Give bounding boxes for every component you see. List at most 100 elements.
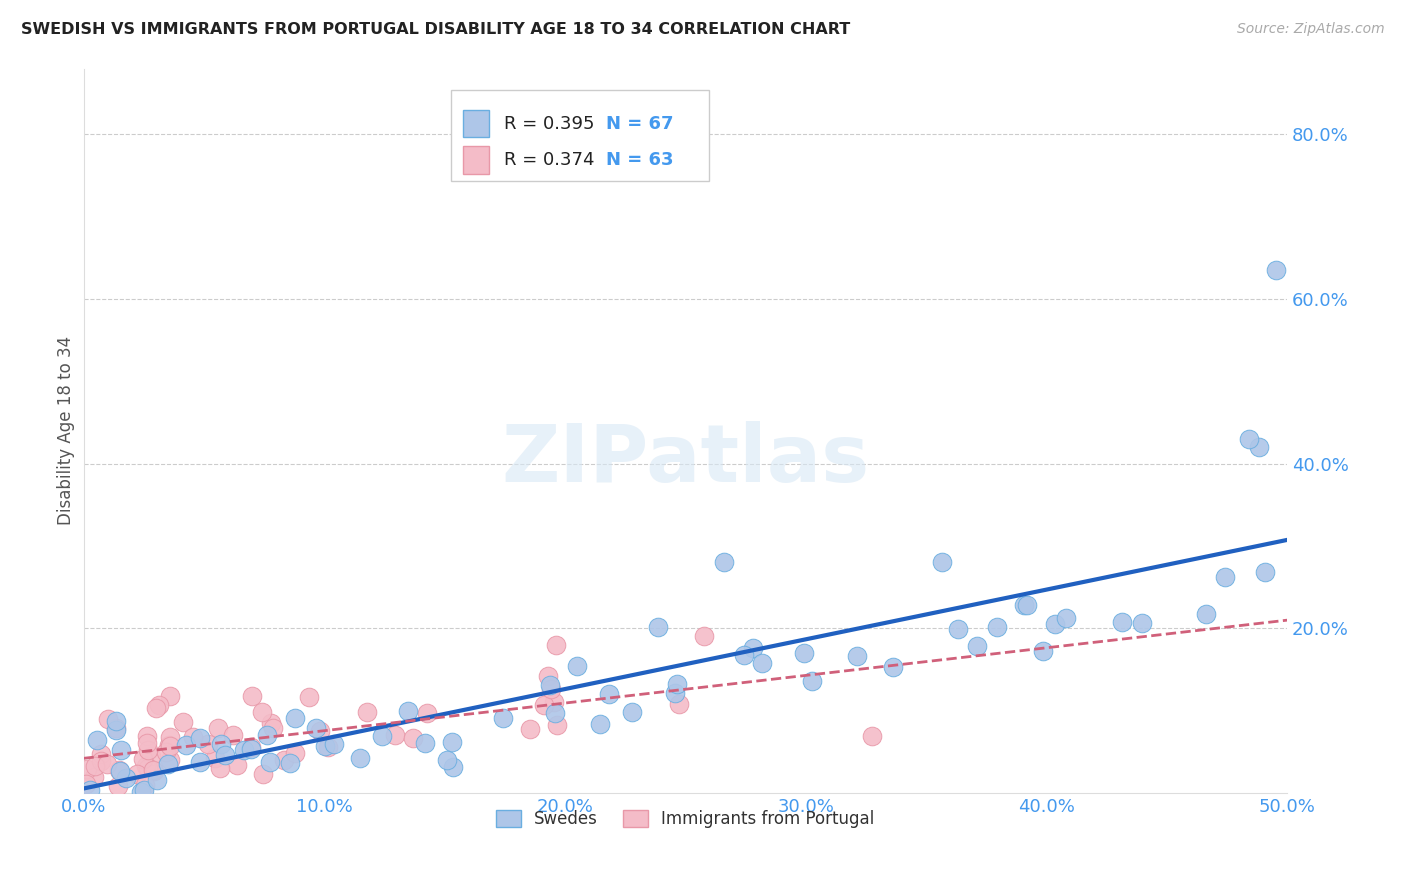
Point <box>86 733 108 747</box>
Point <box>110 743 132 757</box>
Y-axis label: Disability Age 18 to 34: Disability Age 18 to 34 <box>58 336 75 525</box>
Point <box>242 689 264 703</box>
Point <box>713 555 735 569</box>
Point <box>76 762 98 776</box>
Point <box>174 739 197 753</box>
Point <box>225 758 247 772</box>
Legend: Swedes, Immigrants from Portugal: Swedes, Immigrants from Portugal <box>489 804 882 835</box>
Point <box>278 756 301 770</box>
Point <box>931 555 953 569</box>
Point <box>567 658 589 673</box>
Point <box>197 738 219 752</box>
Point <box>620 705 643 719</box>
Point <box>544 706 567 720</box>
Point <box>136 743 159 757</box>
Point <box>172 715 194 730</box>
Point <box>538 678 561 692</box>
Point <box>413 736 436 750</box>
Point <box>159 753 181 767</box>
Point <box>693 629 716 643</box>
Point <box>845 648 868 663</box>
Point <box>135 758 157 772</box>
Point <box>1130 616 1153 631</box>
Point <box>260 716 283 731</box>
Point <box>259 755 281 769</box>
Point <box>305 721 328 735</box>
Point <box>533 698 555 712</box>
Point <box>546 638 568 652</box>
Point <box>492 711 515 725</box>
Point <box>314 739 336 753</box>
Point <box>104 723 127 737</box>
Point <box>252 767 274 781</box>
Point <box>546 718 568 732</box>
Point <box>384 728 406 742</box>
Point <box>946 623 969 637</box>
Point <box>239 742 262 756</box>
Point <box>222 728 245 742</box>
Point <box>188 731 211 746</box>
Point <box>207 721 229 735</box>
Point <box>1032 644 1054 658</box>
Point <box>793 646 815 660</box>
Point <box>134 778 156 792</box>
Point <box>322 737 344 751</box>
Text: N = 63: N = 63 <box>606 151 673 169</box>
Point <box>647 620 669 634</box>
Point <box>132 752 155 766</box>
Point <box>882 660 904 674</box>
Point <box>316 739 339 754</box>
Point <box>1213 570 1236 584</box>
Point <box>107 763 129 777</box>
Point <box>733 648 755 662</box>
Point <box>132 783 155 797</box>
Text: R = 0.374: R = 0.374 <box>503 151 595 169</box>
Point <box>1237 432 1260 446</box>
Point <box>273 753 295 767</box>
Point <box>84 759 107 773</box>
Point <box>79 782 101 797</box>
Point <box>204 750 226 764</box>
Point <box>159 689 181 703</box>
Point <box>540 681 562 696</box>
Text: N = 67: N = 67 <box>606 114 673 133</box>
Point <box>105 721 128 735</box>
Point <box>284 710 307 724</box>
Point <box>519 722 541 736</box>
Point <box>262 722 284 736</box>
Point <box>436 753 458 767</box>
Point <box>664 686 686 700</box>
Point <box>214 747 236 762</box>
Point <box>256 728 278 742</box>
Point <box>860 729 883 743</box>
Point <box>142 763 165 777</box>
Point <box>284 746 307 760</box>
Text: Source: ZipAtlas.com: Source: ZipAtlas.com <box>1237 22 1385 37</box>
Point <box>598 687 620 701</box>
Text: R = 0.395: R = 0.395 <box>503 114 595 133</box>
FancyBboxPatch shape <box>463 146 489 174</box>
Point <box>148 698 170 712</box>
Point <box>107 779 129 793</box>
Point <box>416 706 439 720</box>
Point <box>1043 617 1066 632</box>
Point <box>139 748 162 763</box>
Point <box>986 620 1008 634</box>
Point <box>1247 440 1270 454</box>
Point <box>135 730 157 744</box>
Point <box>136 761 159 775</box>
Point <box>127 767 149 781</box>
Point <box>90 747 112 761</box>
Point <box>145 701 167 715</box>
Point <box>104 714 127 729</box>
Point <box>83 770 105 784</box>
Point <box>96 757 118 772</box>
Point <box>371 729 394 743</box>
FancyBboxPatch shape <box>450 90 710 181</box>
Point <box>97 712 120 726</box>
Point <box>183 730 205 744</box>
Point <box>1012 598 1035 612</box>
Point <box>801 673 824 688</box>
Point <box>115 772 138 786</box>
Point <box>159 739 181 753</box>
